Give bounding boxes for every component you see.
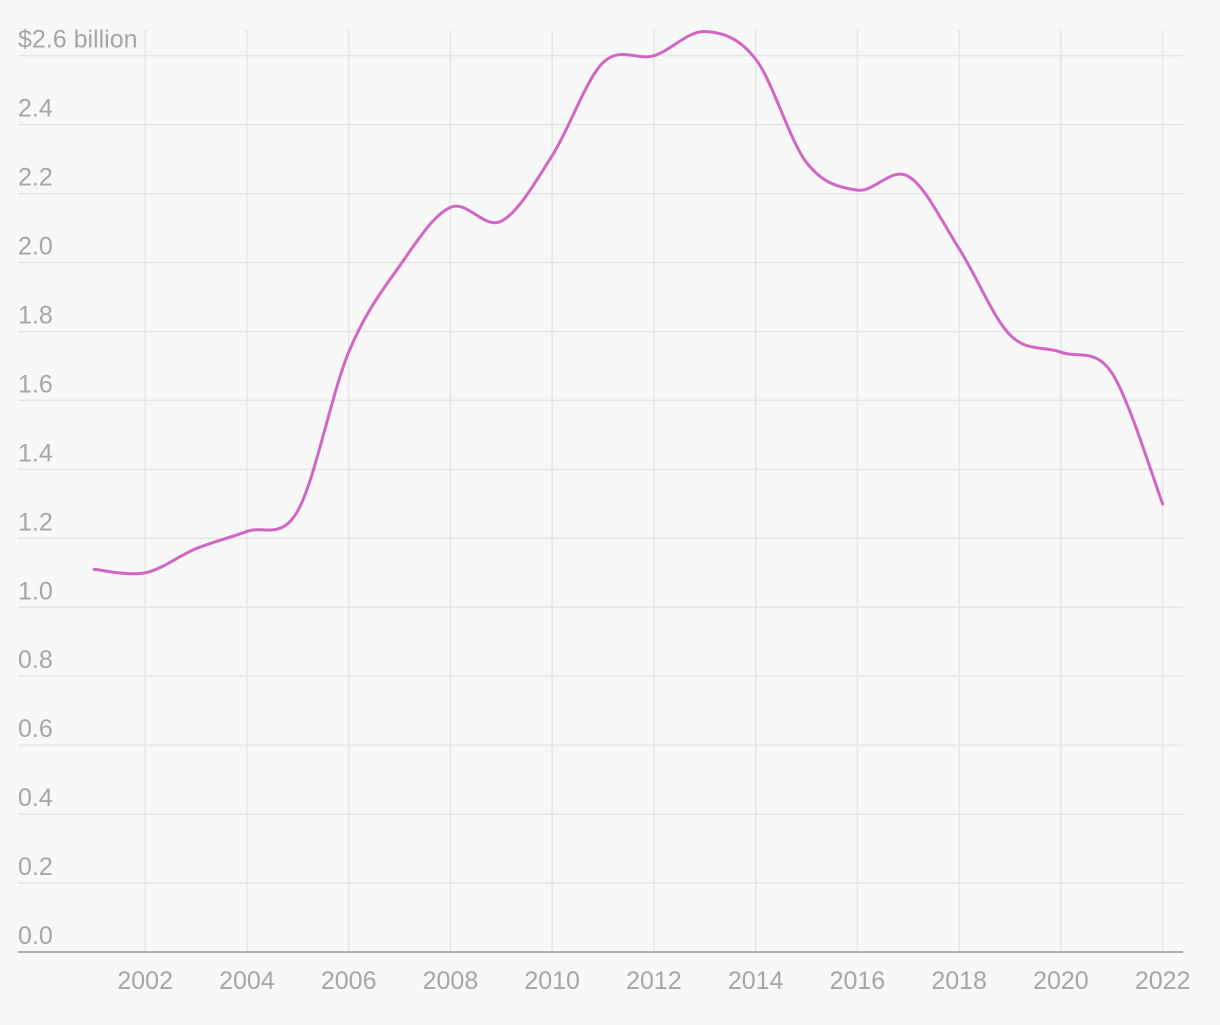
x-tick-label: 2010: [524, 967, 580, 995]
y-tick-label: 1.0: [18, 577, 53, 605]
x-tick-label: 2004: [219, 967, 275, 995]
y-tick-label: 2.4: [18, 95, 53, 123]
x-tick-label: 2014: [728, 967, 784, 995]
x-tick-label: 2002: [117, 967, 173, 995]
y-tick-label: 1.6: [18, 370, 53, 398]
tick-labels: 0.0 0.2 0.4 0.6 0.8 1.0 1.2 1.4 1.6 1.8 2.0 2.2 2.4 $…: [18, 26, 1190, 995]
y-tick-label: 1.4: [18, 439, 53, 467]
x-tick-label: 2018: [931, 967, 987, 995]
y-tick-label: 1.2: [18, 508, 53, 536]
x-tick-label: 2012: [626, 967, 682, 995]
series-line: [92, 30, 1165, 576]
y-tick-label: 2.2: [18, 164, 53, 192]
y-tick-label: 2.0: [18, 233, 53, 261]
y-tick-label: 0.0: [18, 922, 53, 950]
y-tick-label: 0.2: [18, 853, 53, 881]
series-layer: [92, 30, 1165, 576]
x-tick-label: 2022: [1135, 967, 1191, 995]
y-tick-label: 0.8: [18, 646, 53, 674]
y-tick-label: $2.6 billion: [18, 26, 138, 54]
x-tick-label: 2020: [1033, 967, 1089, 995]
x-tick-label: 2016: [830, 967, 886, 995]
x-tick-label: 2006: [321, 967, 377, 995]
x-tick-label: 2008: [423, 967, 479, 995]
y-tick-label: 0.4: [18, 784, 53, 812]
grid-layer: [18, 30, 1183, 952]
y-tick-label: 1.8: [18, 301, 53, 329]
y-tick-label: 0.6: [18, 715, 53, 743]
